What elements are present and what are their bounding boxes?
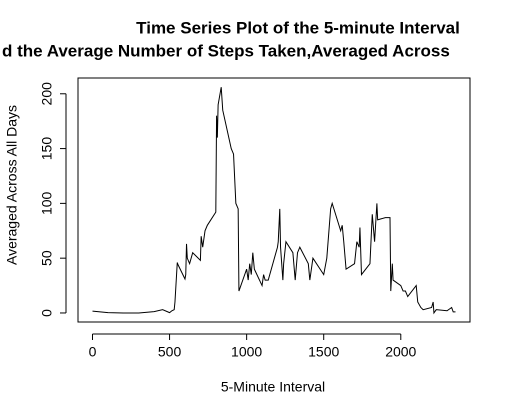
plot-box — [77, 77, 471, 323]
x-tick-label: 1500 — [308, 344, 339, 360]
x-tick-label: 1000 — [231, 344, 262, 360]
chart-title: Time Series Plot of the 5-minute Interva… — [136, 18, 460, 37]
x-tick-label: 2000 — [385, 344, 416, 360]
x-axis-label: 5-Minute Interval — [221, 379, 325, 395]
y-tick-label: 0 — [39, 309, 55, 317]
y-axis-label: Averaged Across All Days — [4, 105, 20, 265]
y-tick-label: 50 — [39, 250, 55, 266]
series-line — [92, 87, 456, 315]
chart-subtitle: d the Average Number of Steps Taken,Aver… — [2, 41, 450, 60]
y-tick-label: 100 — [39, 191, 55, 215]
y-tick-label: 150 — [39, 137, 55, 161]
x-tick-label: 0 — [89, 344, 97, 360]
x-tick-label: 500 — [158, 344, 182, 360]
y-tick-label: 200 — [39, 82, 55, 106]
